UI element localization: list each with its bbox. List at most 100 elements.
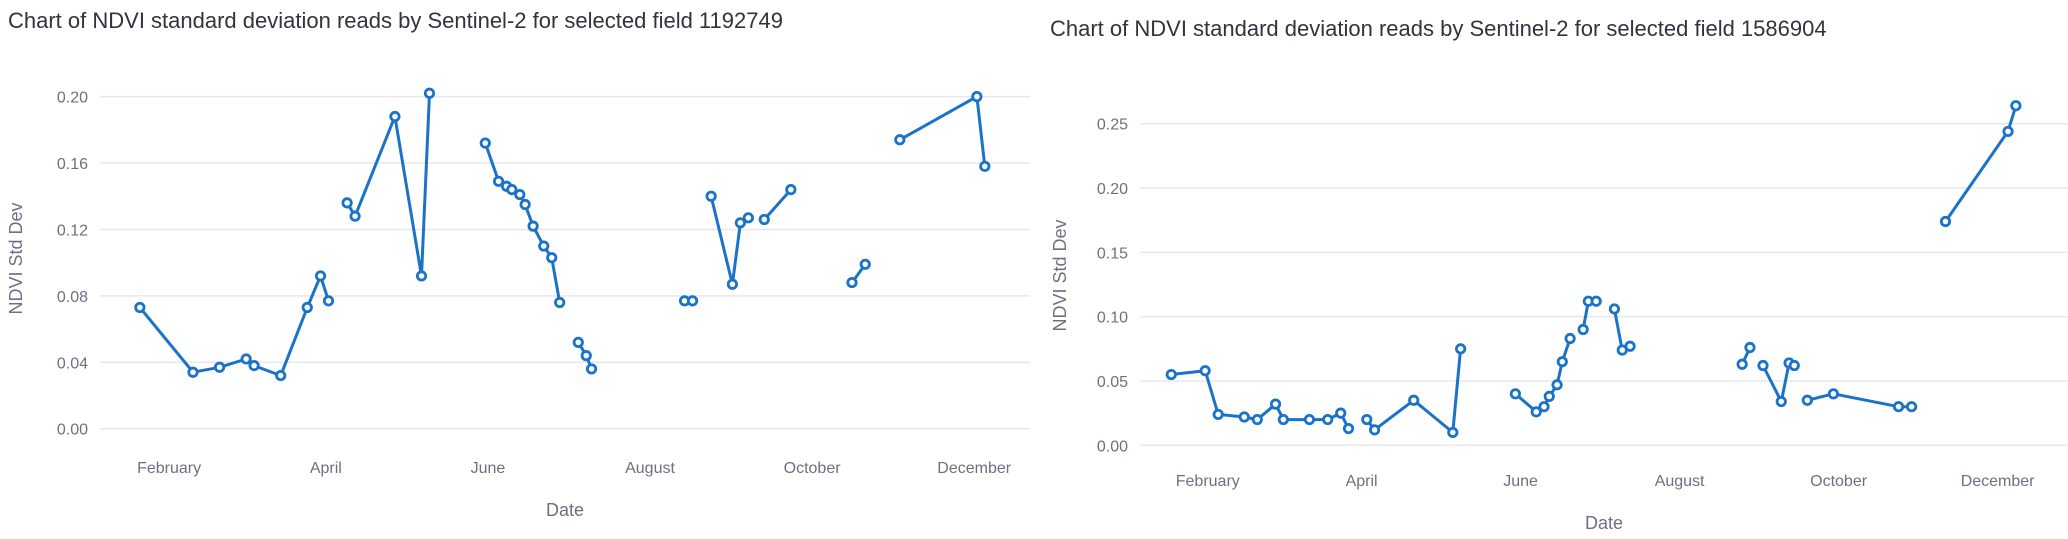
data-point[interactable]	[389, 110, 401, 123]
data-point[interactable]	[527, 220, 539, 232]
data-point[interactable]	[554, 296, 566, 309]
data-point[interactable]	[1744, 341, 1756, 354]
data-point[interactable]	[1251, 413, 1263, 426]
data-point[interactable]	[705, 190, 717, 202]
data-point[interactable]	[1447, 426, 1459, 439]
data-point[interactable]	[1165, 368, 1177, 381]
data-point[interactable]	[1538, 401, 1550, 413]
data-point[interactable]	[248, 359, 260, 372]
data-point[interactable]	[275, 369, 287, 382]
data-point[interactable]	[213, 361, 226, 373]
y-tick-label: 0.15	[1097, 245, 1128, 262]
data-point[interactable]	[301, 301, 313, 314]
chart-title: Chart of NDVI standard deviation reads b…	[8, 8, 783, 33]
data-point[interactable]	[187, 366, 199, 378]
data-point[interactable]	[742, 212, 754, 224]
data-point[interactable]	[1801, 394, 1813, 406]
x-tick-label: August	[1655, 473, 1705, 490]
data-point[interactable]	[572, 336, 584, 348]
x-axis-title: Date	[546, 500, 584, 520]
y-tick-label: 0.10	[1097, 310, 1128, 327]
y-axis-title: NDVI Std Dev	[6, 202, 26, 314]
data-point[interactable]	[1590, 295, 1602, 307]
data-point[interactable]	[1608, 303, 1621, 315]
data-point[interactable]	[322, 295, 335, 307]
data-point[interactable]	[785, 183, 797, 196]
x-tick-label: December	[1961, 473, 2035, 490]
data-point[interactable]	[1892, 401, 1905, 413]
data-point[interactable]	[538, 240, 550, 252]
data-point[interactable]	[1269, 398, 1282, 410]
data-point[interactable]	[1509, 388, 1521, 400]
data-point[interactable]	[2010, 100, 2022, 112]
data-point[interactable]	[1577, 323, 1589, 336]
data-point[interactable]	[546, 252, 558, 264]
data-point[interactable]	[479, 137, 491, 149]
x-tick-label: February	[1176, 473, 1240, 490]
data-point[interactable]	[1408, 394, 1420, 406]
data-point[interactable]	[349, 210, 361, 222]
y-tick-label: 0.25	[1097, 117, 1128, 134]
data-point[interactable]	[971, 91, 983, 103]
chart-panel-1: Chart of NDVI standard deviation reads b…	[6, 8, 1030, 520]
data-point[interactable]	[1455, 343, 1467, 355]
data-point[interactable]	[506, 183, 518, 196]
data-point[interactable]	[859, 258, 871, 270]
data-point[interactable]	[2002, 125, 2014, 138]
data-point[interactable]	[1905, 401, 1918, 413]
data-point[interactable]	[514, 188, 526, 201]
data-point[interactable]	[1551, 379, 1563, 391]
data-point[interactable]	[1335, 407, 1347, 419]
data-point[interactable]	[726, 278, 739, 290]
data-point[interactable]	[1369, 424, 1381, 436]
data-point[interactable]	[1775, 395, 1787, 408]
data-point[interactable]	[1788, 359, 1800, 372]
data-point[interactable]	[1277, 413, 1289, 426]
chart-title: Chart of NDVI standard deviation reads b…	[1050, 16, 1827, 41]
data-point[interactable]	[1361, 413, 1373, 426]
x-tick-label: October	[784, 460, 842, 477]
chart-plot-2: 0.00 0.05 0.10 0.15 0.20 0.25 February April Jun…	[1050, 100, 2068, 533]
y-tick-label: 0.05	[1097, 374, 1128, 391]
data-point[interactable]	[585, 363, 598, 375]
data-point[interactable]	[580, 350, 592, 362]
data-point[interactable]	[1303, 413, 1316, 426]
data-point[interactable]	[134, 301, 146, 314]
data-point[interactable]	[1564, 332, 1576, 345]
data-point[interactable]	[846, 276, 858, 289]
y-tick-label: 0.12	[57, 222, 88, 239]
data-point[interactable]	[492, 175, 505, 187]
data-point[interactable]	[894, 134, 906, 146]
data-point[interactable]	[415, 270, 428, 282]
data-point[interactable]	[1530, 406, 1542, 418]
series-line-segment	[138, 274, 330, 378]
data-point[interactable]	[1543, 390, 1555, 403]
data-point[interactable]	[1827, 388, 1839, 400]
series-line-segment	[709, 194, 750, 286]
data-point[interactable]	[734, 217, 746, 229]
y-tick-label: 0.20	[57, 90, 88, 107]
data-point[interactable]	[1199, 365, 1211, 377]
data-point[interactable]	[314, 270, 327, 282]
data-point[interactable]	[1939, 215, 1952, 228]
data-point[interactable]	[1322, 413, 1334, 426]
x-tick-label: August	[625, 460, 675, 477]
data-point[interactable]	[240, 353, 252, 365]
data-point[interactable]	[519, 198, 531, 211]
data-point[interactable]	[758, 213, 770, 226]
data-point[interactable]	[1757, 359, 1769, 372]
series-line-segment	[1761, 361, 1796, 404]
data-point[interactable]	[423, 87, 436, 99]
data-point[interactable]	[1736, 358, 1748, 370]
series-line-segment	[1365, 347, 1463, 434]
data-point[interactable]	[1212, 408, 1224, 421]
x-tick-label: April	[1346, 473, 1378, 490]
data-point[interactable]	[686, 295, 699, 307]
data-point[interactable]	[341, 197, 353, 209]
data-point[interactable]	[1624, 340, 1636, 352]
data-point[interactable]	[1342, 422, 1355, 435]
series-line-segment	[483, 141, 562, 304]
data-point[interactable]	[979, 160, 991, 172]
data-point[interactable]	[1238, 411, 1250, 423]
data-point[interactable]	[1556, 356, 1568, 368]
